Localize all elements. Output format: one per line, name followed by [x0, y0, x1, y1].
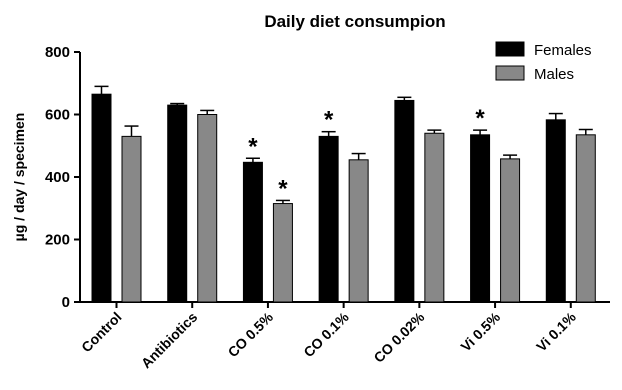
bar: [242, 161, 263, 303]
y-axis-label: µg / day / specimen: [11, 113, 27, 242]
annotations: * * * *: [248, 105, 485, 202]
bar: [197, 114, 218, 303]
significance-marker: *: [278, 175, 288, 202]
bars: [91, 93, 596, 303]
bar: [500, 158, 521, 303]
bar: [575, 134, 596, 303]
legend-label: Males: [534, 66, 574, 83]
y-tick-label: 600: [45, 107, 70, 124]
bar: [272, 203, 293, 303]
x-tick-label: CO 0.02%: [370, 308, 427, 365]
x-tick-labels: Control Antibiotics CO 0.5% CO 0.1% CO 0.02%…: [78, 308, 579, 371]
significance-marker: *: [475, 105, 485, 132]
chart-title: Daily diet consumpion: [264, 12, 445, 31]
significance-marker: *: [324, 107, 334, 134]
legend-label: Females: [534, 42, 592, 59]
y-tick-label: 400: [45, 169, 70, 186]
bar: [424, 132, 445, 303]
bar: [545, 119, 566, 303]
x-tick-label: Antibiotics: [138, 309, 201, 372]
error-bars: [94, 85, 593, 204]
bar: [348, 159, 369, 303]
x-tick-label: CO 0.5%: [225, 308, 277, 360]
bar: [91, 93, 112, 303]
y-tick-label: 800: [45, 44, 70, 61]
x-tick-label: Vi 0.1%: [533, 308, 579, 354]
x-tick-label: Vi 0.5%: [457, 308, 503, 354]
x-tick-label: Control: [78, 309, 125, 356]
bar: [167, 104, 188, 303]
legend: Females Males: [495, 41, 592, 83]
bar: [394, 99, 415, 303]
y-tick-label: 200: [45, 232, 70, 249]
legend-swatch: [495, 41, 525, 57]
bar: [470, 134, 491, 303]
x-tick-label: CO 0.1%: [300, 308, 352, 360]
y-tick-label: 0: [62, 294, 70, 311]
bar: [318, 135, 339, 303]
significance-marker: *: [248, 133, 258, 160]
legend-swatch: [495, 65, 525, 81]
bar: [121, 135, 142, 303]
